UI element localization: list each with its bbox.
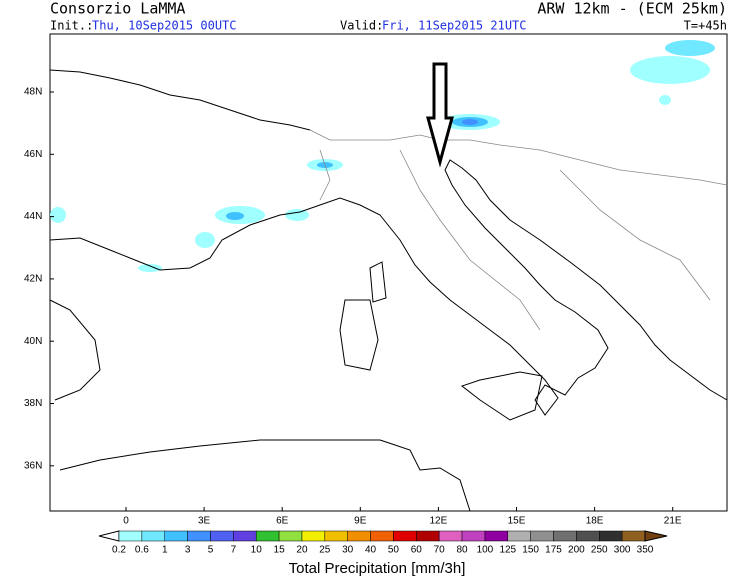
coastline [49, 159, 728, 416]
colorbar-label: 5 [208, 545, 214, 556]
colorbar-label: 15 [274, 545, 286, 556]
colorbar-label: 100 [477, 545, 494, 556]
colorbar-box [530, 530, 554, 542]
rain-area [462, 119, 478, 125]
colorbar-box [301, 530, 326, 542]
border [309, 129, 728, 186]
island-corsica [369, 261, 387, 303]
lon-label: 21E [664, 516, 682, 527]
rain-area [138, 264, 162, 272]
colorbar-label: 80 [456, 545, 468, 556]
colorbar-label: 50 [388, 545, 400, 556]
colorbar-label: 30 [342, 545, 354, 556]
colorbar-box [621, 530, 646, 542]
colorbar-box [187, 530, 211, 542]
colorbar-box [164, 530, 188, 542]
colorbar-box [210, 530, 234, 542]
colorbar-label: 7 [231, 545, 237, 556]
rain-area [195, 232, 215, 248]
colorbar-box [599, 530, 623, 542]
colorbar-high-end [644, 530, 668, 542]
rain-area [226, 212, 244, 220]
colorbar-label: 60 [411, 545, 423, 556]
border [319, 149, 711, 331]
colorbar-label: 1 [162, 545, 168, 556]
init-value: Thu, 10Sep2015 00UTC [92, 19, 237, 33]
colorbar-box [576, 530, 600, 542]
colorbar-box [141, 530, 165, 542]
lon-label: 12E [430, 516, 448, 527]
colorbar-label: 0.2 [112, 545, 126, 556]
coastline [49, 299, 101, 401]
colorbar-box [553, 530, 577, 542]
lat-label: 42N [24, 274, 42, 285]
lon-label: 18E [586, 516, 604, 527]
rain-area [659, 95, 671, 105]
colorbar-label: 350 [637, 545, 654, 556]
colorbar-label: 3 [185, 545, 191, 556]
lat-label: 44N [24, 211, 42, 222]
colorbar-box [507, 530, 531, 542]
colorbar-label: 300 [614, 545, 631, 556]
colorbar-title: Total Precipitation [mm/3h] [289, 560, 466, 577]
colorbar-box [370, 530, 394, 542]
colorbar-label: 70 [434, 545, 446, 556]
island-sardinia [339, 299, 379, 371]
colorbar-box [416, 530, 440, 542]
colorbar-box [461, 530, 486, 542]
colorbar-box [278, 530, 303, 542]
lon-label: 3E [198, 516, 211, 527]
init-label: Init.: [50, 19, 93, 33]
lat-labels: 48N 46N 44N 42N 40N 38N 36N [24, 87, 54, 471]
title: Consorzio LaMMA [50, 0, 185, 18]
forecast-step: T=+45h [684, 19, 727, 33]
colorbar-label: 40 [365, 545, 377, 556]
colorbar-box [233, 530, 257, 542]
colorbar-label: 250 [591, 545, 608, 556]
map-frame [49, 33, 728, 512]
coastline [49, 69, 311, 131]
rain-area [285, 209, 309, 221]
colorbar-box [347, 530, 371, 542]
lat-label: 38N [24, 398, 42, 409]
coastline [59, 439, 471, 512]
colorbar: 0.2 0.6 1 3 5 7 10 15 20 25 30 40 50 60 70 80 100 125 150 1… [98, 530, 668, 556]
arrow [426, 62, 454, 168]
lon-label: 9E [354, 516, 367, 527]
colorbar-label: 20 [296, 545, 308, 556]
colorbar-label: 0.6 [135, 545, 149, 556]
lon-label: 0 [123, 516, 129, 527]
rain-area [50, 207, 66, 223]
lon-labels: 0 3E 6E 9E 12E 15E 18E 21E [123, 507, 682, 527]
colorbar-label: 25 [319, 545, 331, 556]
colorbar-box [438, 530, 463, 542]
model: ARW 12km - (ECM 25km) [537, 0, 727, 18]
rain-area [665, 40, 715, 56]
colorbar-label: 150 [522, 545, 539, 556]
colorbar-low-end [98, 530, 120, 542]
lon-label: 15E [508, 516, 526, 527]
island-sicily [460, 371, 543, 421]
colorbar-label: 200 [568, 545, 585, 556]
lat-label: 36N [24, 460, 42, 471]
colorbar-box [255, 530, 280, 542]
lat-label: 40N [24, 336, 42, 347]
colorbar-label: 175 [545, 545, 562, 556]
lon-label: 6E [276, 516, 289, 527]
colorbar-box [484, 530, 509, 542]
colorbar-box [324, 530, 348, 542]
rain-area [630, 56, 710, 84]
colorbar-box [118, 530, 143, 542]
lat-label: 46N [24, 149, 42, 160]
lat-label: 48N [24, 87, 42, 98]
valid-value: Fri, 11Sep2015 21UTC [382, 19, 527, 33]
valid-label: Valid: [340, 19, 383, 33]
colorbar-label: 10 [251, 545, 263, 556]
map [49, 33, 728, 512]
colorbar-label: 125 [499, 545, 516, 556]
colorbar-box [393, 530, 417, 542]
